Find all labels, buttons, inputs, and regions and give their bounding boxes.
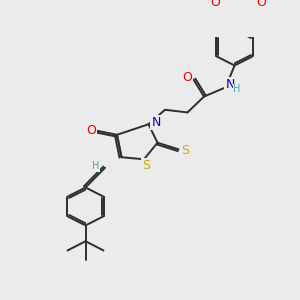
Text: S: S [181, 144, 189, 157]
Text: O: O [210, 0, 220, 9]
Text: O: O [87, 124, 96, 137]
Text: O: O [182, 71, 192, 84]
Text: N: N [151, 116, 161, 129]
Text: O: O [256, 0, 266, 9]
Text: H: H [92, 161, 99, 171]
Text: N: N [225, 78, 235, 91]
Text: S: S [142, 159, 150, 172]
Text: H: H [233, 85, 241, 94]
